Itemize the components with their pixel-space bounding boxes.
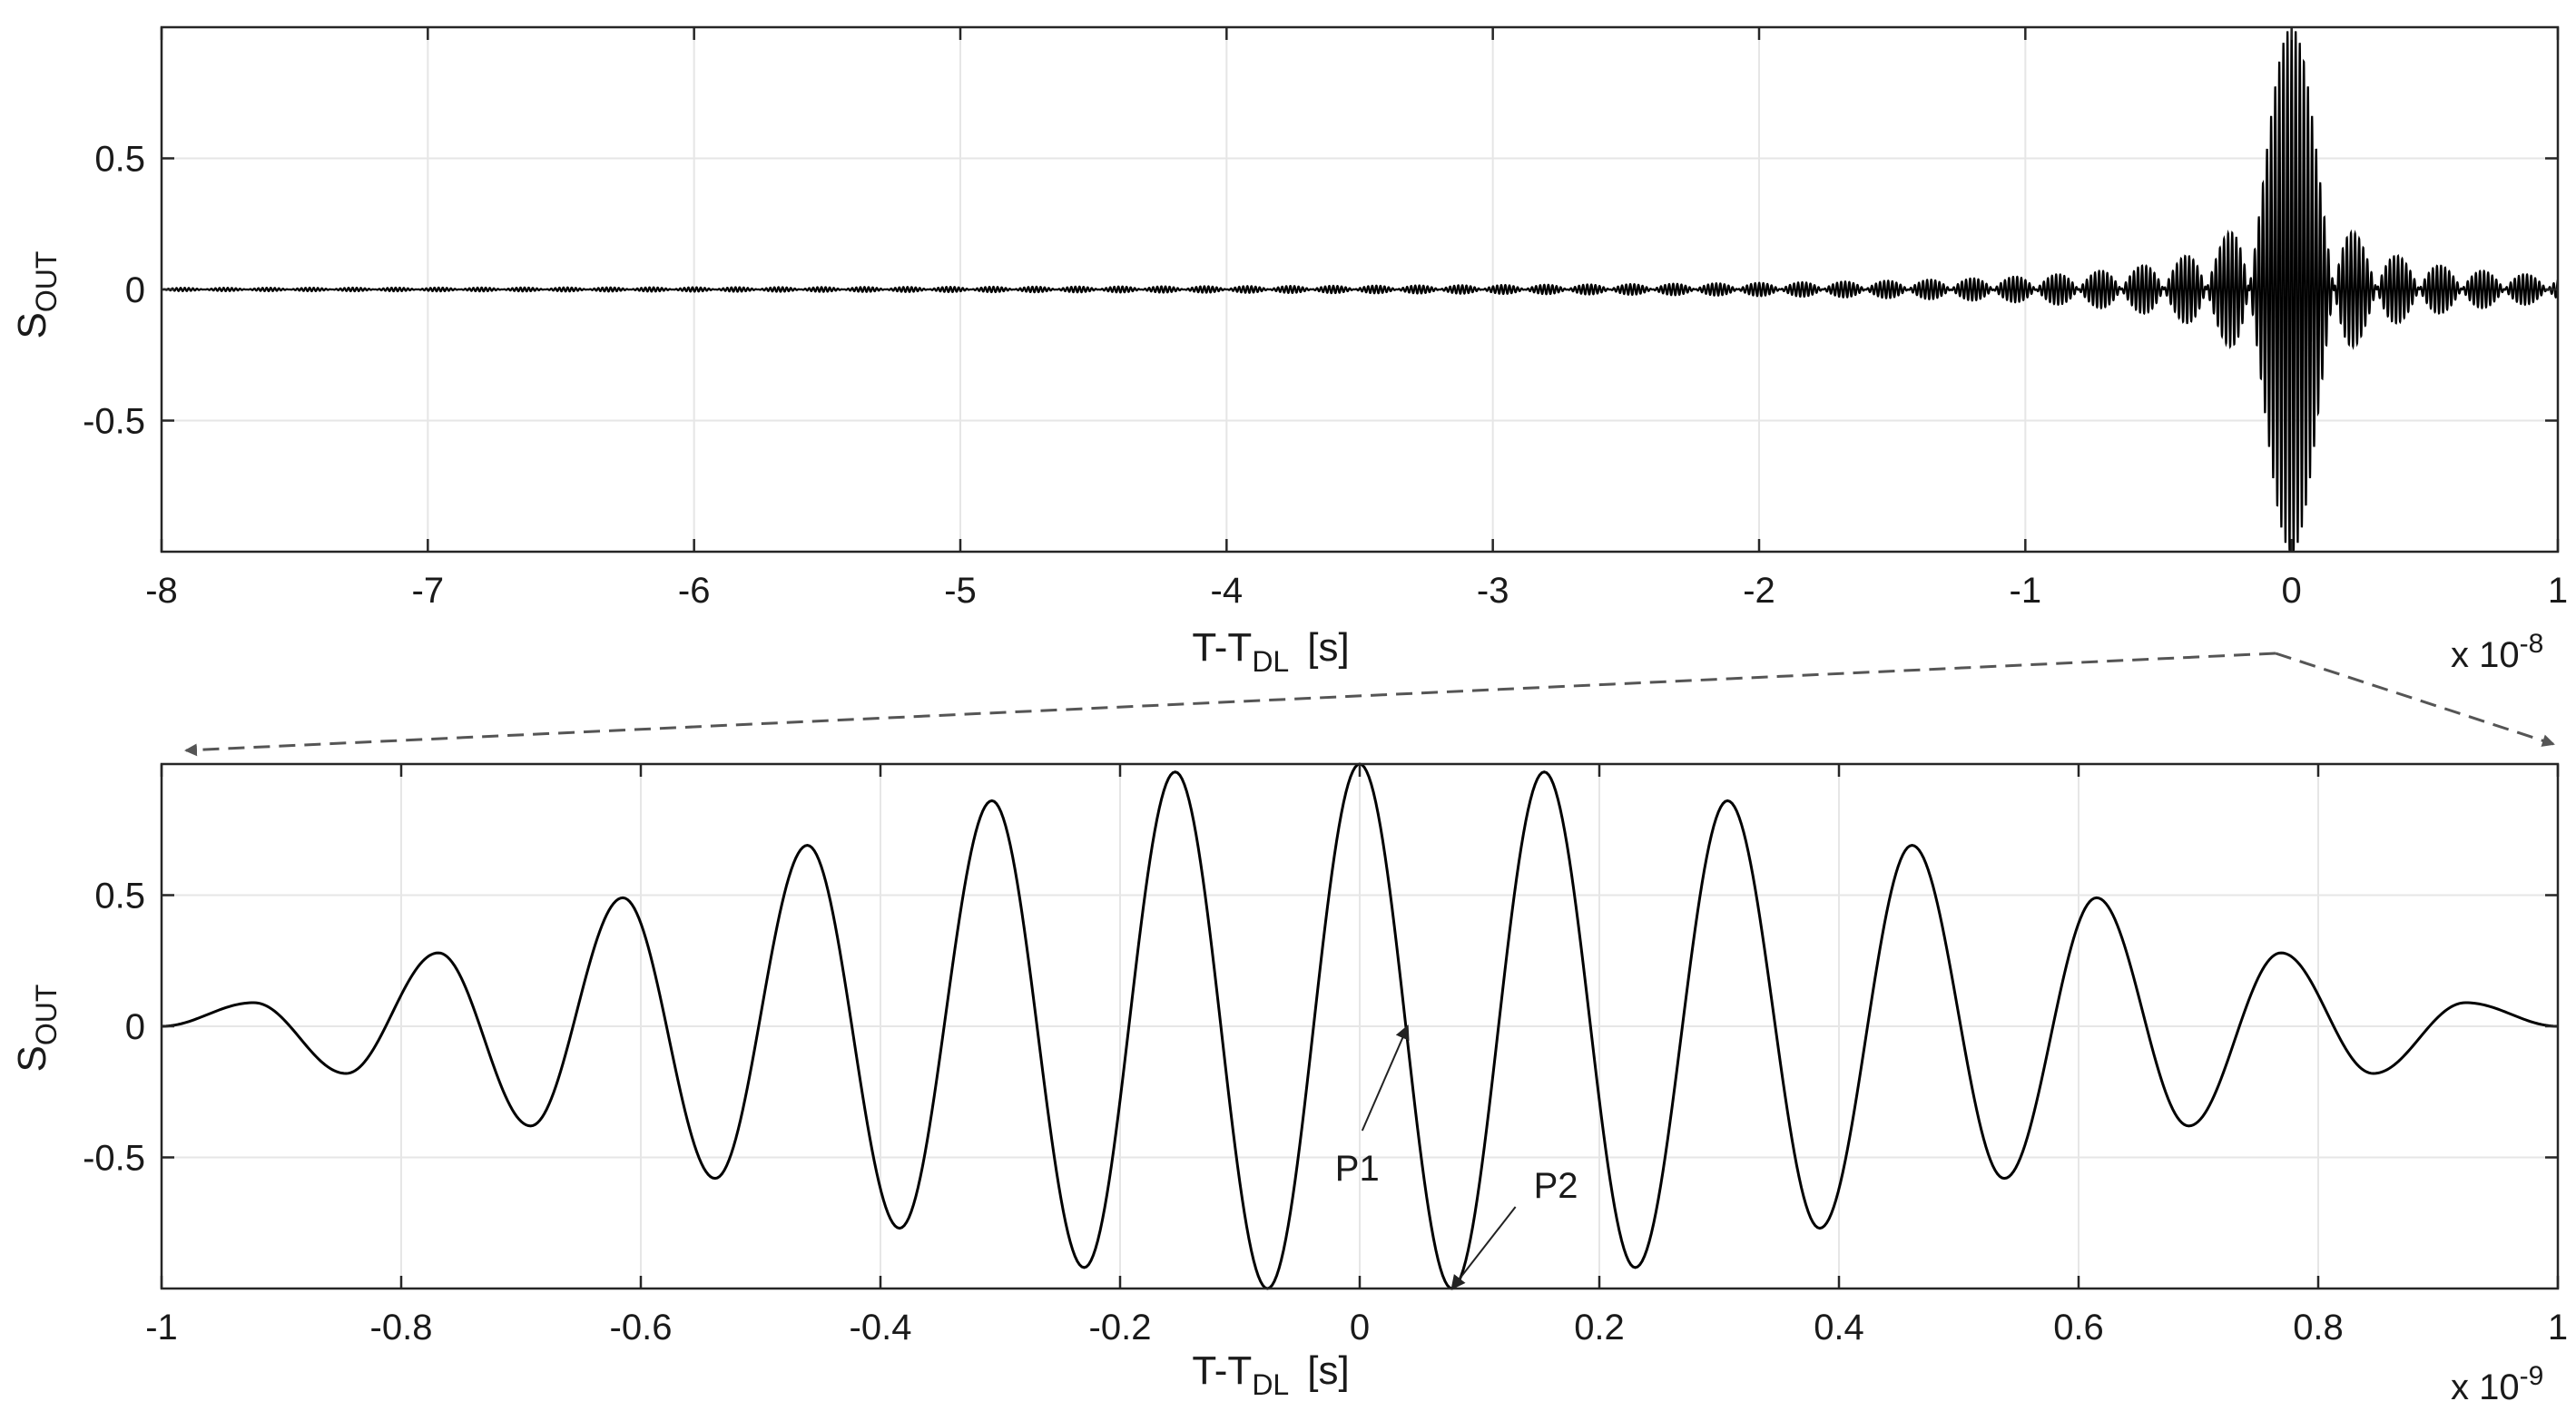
top-y-tick-label: -0.5: [83, 402, 145, 442]
bottom-y-tick-label: 0: [125, 1007, 145, 1047]
bottom-x-tick-label: -0.8: [370, 1308, 433, 1348]
bottom-x-multiplier: x 10-9: [2451, 1361, 2543, 1407]
top-x-tick-label: -4: [1211, 571, 1244, 611]
zoom-indicator: [184, 652, 2555, 757]
bottom-x-tick-label: -0.2: [1089, 1308, 1152, 1348]
bottom-x-tick-label: 0.6: [2053, 1308, 2104, 1348]
bottom-x-tick-label: 0.2: [1574, 1308, 1625, 1348]
top-x-tick-label: 1: [2548, 571, 2568, 611]
annotation-label-p2: P2: [1534, 1166, 1578, 1206]
top-x-tick-label: 0: [2282, 571, 2302, 611]
annotation-arrow-p2: [1450, 1206, 1517, 1290]
bottom-x-tick-label: -1: [145, 1308, 178, 1348]
bottom-x-tick-label: 0.4: [1814, 1308, 1864, 1348]
bottom-y-axis-label: SOUT: [10, 985, 63, 1073]
bottom-y-tick-label: -0.5: [83, 1139, 145, 1179]
top-y-axis-label: SOUT: [10, 251, 63, 339]
bottom-x-ticks: -1 -0.8 -0.6 -0.4 -0.2 0 0.2 0.4 0.6 0.8 1: [145, 764, 2568, 1348]
annotation-label-p1: P1: [1335, 1149, 1380, 1189]
top-y-tick-label: 0: [125, 270, 145, 310]
bottom-x-axis-label: T-TDL [s]: [1192, 1348, 1349, 1401]
top-plot: -8 -7 -6 -5 -4 -3 -2 -1 0 1 0.5 0 -0.5 T-TDL [s] SOU…: [10, 25, 2568, 678]
top-x-tick-label: -8: [145, 571, 178, 611]
bottom-grid: [161, 764, 2559, 1289]
bottom-plot: -1 -0.8 -0.6 -0.4 -0.2 0 0.2 0.4 0.6 0.8 1 0.5 0 -0.…: [10, 762, 2568, 1407]
annotations: P1 P2: [1335, 1024, 1578, 1290]
bottom-x-tick-label: 0: [1350, 1308, 1370, 1348]
top-x-tick-label: -5: [944, 571, 977, 611]
bottom-x-tick-label: -0.4: [850, 1308, 912, 1348]
top-series-line: [161, 26, 2559, 551]
top-x-tick-label: -3: [1477, 571, 1509, 611]
annotation-arrow-p1: [1361, 1024, 1410, 1132]
top-x-tick-label: -2: [1743, 571, 1775, 611]
bottom-x-tick-label: -0.6: [610, 1308, 673, 1348]
bottom-x-tick-label: 1: [2548, 1308, 2568, 1348]
top-y-tick-label: 0.5: [94, 140, 145, 180]
top-x-axis-label: T-TDL [s]: [1192, 625, 1349, 678]
top-x-ticks: -8 -7 -6 -5 -4 -3 -2 -1 0 1: [145, 27, 2568, 611]
top-x-tick-label: -1: [2010, 571, 2042, 611]
bottom-x-tick-label: 0.8: [2293, 1308, 2344, 1348]
bottom-y-ticks: 0.5 0 -0.5: [83, 877, 2558, 1179]
zoom-arrow-right: [2275, 652, 2555, 747]
bottom-y-tick-label: 0.5: [94, 877, 145, 916]
top-x-tick-label: -7: [412, 571, 445, 611]
top-x-tick-label: -6: [678, 571, 711, 611]
zoom-arrow-left: [184, 652, 2276, 757]
top-y-ticks: 0.5 0 -0.5: [83, 140, 2558, 442]
top-series: [161, 26, 2559, 551]
top-x-multiplier: x 10-8: [2451, 629, 2543, 675]
